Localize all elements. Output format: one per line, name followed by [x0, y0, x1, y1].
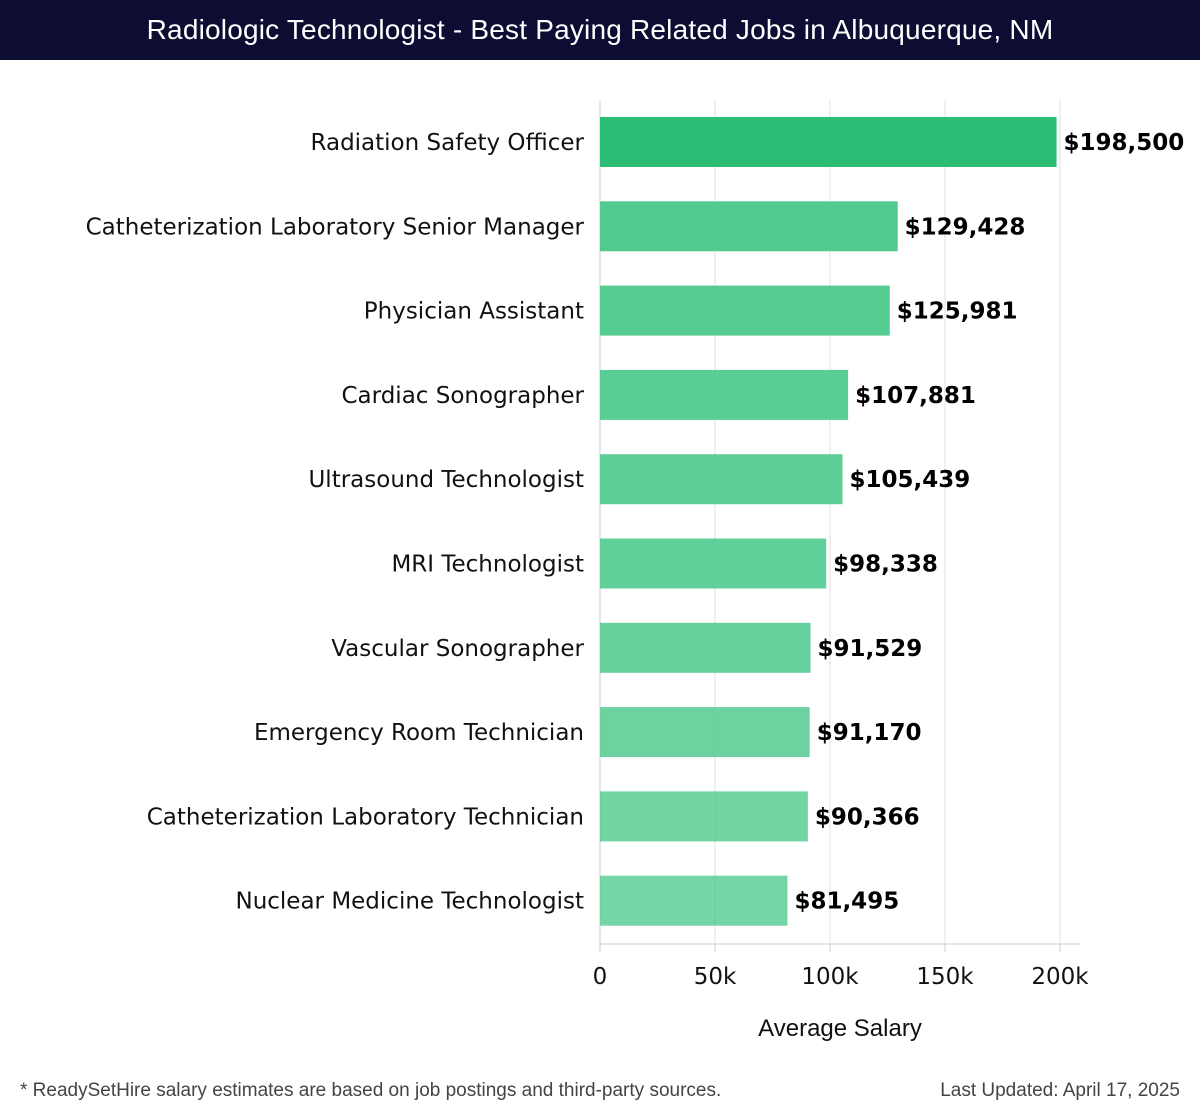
category-label: Catheterization Laboratory Senior Manage… — [86, 214, 585, 240]
bar — [600, 454, 843, 505]
bar — [600, 707, 810, 758]
value-label: $91,170 — [817, 720, 922, 746]
x-tick-label: 100k — [801, 964, 859, 990]
bar — [600, 117, 1057, 167]
category-label: Emergency Room Technician — [254, 720, 584, 746]
category-label: Ultrasound Technologist — [308, 467, 584, 493]
bar — [600, 791, 808, 842]
chart-title: Radiologic Technologist - Best Paying Re… — [146, 14, 1054, 45]
x-axis-ticks: 0 50k 100k 150k 200k — [593, 944, 1089, 990]
bar — [600, 538, 827, 589]
category-label: MRI Technologist — [391, 552, 584, 578]
x-tick-label: 150k — [916, 964, 974, 990]
bar — [600, 285, 890, 336]
value-label: $91,529 — [818, 636, 923, 662]
category-label: Radiation Safety Officer — [311, 130, 585, 156]
value-label: $125,981 — [897, 299, 1018, 325]
bar — [600, 875, 788, 926]
category-label: Vascular Sonographer — [331, 636, 584, 662]
bar — [600, 201, 898, 252]
bar — [600, 622, 811, 673]
footer-note: * ReadySetHire salary estimates are base… — [20, 1080, 722, 1101]
category-labels: Radiation Safety Officer Catheterization … — [86, 130, 585, 915]
footer-updated: Last Updated: April 17, 2025 — [940, 1080, 1180, 1101]
category-label: Physician Assistant — [364, 299, 584, 325]
category-label: Cardiac Sonographer — [342, 383, 585, 409]
x-tick-label: 50k — [694, 964, 737, 990]
bars — [600, 117, 1057, 926]
value-labels: $198,500 $129,428 $125,981 $107,881 $105,439… — [794, 130, 1184, 915]
value-label: $81,495 — [794, 889, 899, 915]
chart-title-bar: Radiologic Technologist - Best Paying Re… — [0, 0, 1200, 60]
value-label: $129,428 — [905, 214, 1026, 240]
category-label: Catheterization Laboratory Technician — [147, 804, 584, 830]
value-label: $98,338 — [833, 552, 938, 578]
x-tick-label: 200k — [1031, 964, 1089, 990]
value-label: $90,366 — [815, 804, 920, 830]
bar — [600, 369, 849, 420]
value-label: $198,500 — [1064, 130, 1185, 156]
x-axis-label: Average Salary — [758, 1015, 922, 1042]
x-tick-label: 0 — [593, 964, 608, 990]
category-label: Nuclear Medicine Technologist — [235, 889, 584, 915]
value-label: $105,439 — [850, 467, 971, 493]
value-label: $107,881 — [855, 383, 976, 409]
